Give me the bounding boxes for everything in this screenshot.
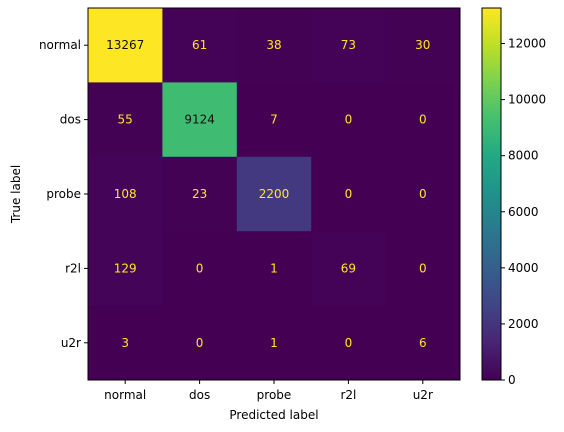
heatmap-cell	[162, 156, 238, 232]
cell-value-label: 61	[192, 38, 207, 52]
y-axis-label: True label	[9, 165, 23, 224]
cell-value-label: 13267	[106, 38, 144, 52]
y-tick-label: probe	[46, 187, 81, 201]
colorbar: 0 2000 4000 6000 8000 10000 12000	[481, 7, 546, 387]
heatmap-cell	[88, 8, 163, 83]
cell-value-label: 73	[341, 38, 356, 52]
y-axis-ticks: normal dos probe r2l u2r	[39, 38, 88, 350]
cell-value-label: 0	[345, 113, 353, 127]
cell-value-label: 7	[270, 113, 278, 127]
heatmap-cell	[385, 231, 461, 307]
colorbar-tick-label: 6000	[508, 205, 539, 219]
y-tick-label: dos	[60, 113, 81, 127]
cell-value-label: 9124	[184, 113, 215, 127]
cell-value-label: 30	[415, 38, 430, 52]
heatmap-cell	[162, 231, 238, 307]
cell-value-label: 1	[270, 261, 278, 275]
y-tick-label: normal	[39, 38, 81, 52]
heatmap-cell	[311, 156, 387, 232]
heatmap-cell	[162, 305, 238, 381]
x-tick-label: probe	[257, 388, 292, 402]
colorbar-tick-label: 2000	[508, 317, 539, 331]
x-tick-label: normal	[104, 388, 146, 402]
heatmap-cell	[385, 156, 461, 232]
x-tick-label: u2r	[413, 388, 433, 402]
cell-value-label: 6	[419, 336, 427, 350]
cell-value-label: 0	[419, 187, 427, 201]
cell-value-label: 0	[345, 336, 353, 350]
cell-value-label: 69	[341, 261, 356, 275]
cell-value-label: 23	[192, 187, 207, 201]
colorbar-tick-label: 8000	[508, 149, 539, 163]
cell-value-label: 108	[114, 187, 137, 201]
heatmap-cell	[236, 305, 312, 381]
heatmap-cell	[311, 231, 387, 307]
colorbar-tick-label: 10000	[508, 93, 546, 107]
heatmap-cell	[88, 231, 163, 307]
colorbar-ticks: 0 2000 4000 6000 8000 10000 12000	[501, 37, 546, 387]
cell-value-label: 0	[419, 261, 427, 275]
heatmap-cell	[88, 305, 163, 381]
cell-value-label: 0	[419, 113, 427, 127]
heatmap-cell	[236, 82, 312, 158]
cell-value-label: 0	[196, 336, 204, 350]
heatmap-cell	[88, 82, 163, 158]
heatmap-cell	[236, 8, 312, 83]
cell-value-label: 129	[114, 261, 137, 275]
heatmap-cell	[385, 305, 461, 381]
heatmap-cells	[88, 8, 461, 381]
cell-value-label: 1	[270, 336, 278, 350]
x-tick-label: dos	[189, 388, 210, 402]
heatmap-cell	[88, 156, 163, 232]
heatmap-cell	[162, 82, 238, 158]
heatmap-cell	[236, 156, 312, 232]
heatmap-cell	[236, 231, 312, 307]
cell-value-label: 3	[121, 336, 129, 350]
y-tick-label: r2l	[65, 261, 81, 275]
x-axis-label: Predicted label	[229, 408, 318, 422]
y-tick-label: u2r	[61, 336, 81, 350]
x-axis-ticks: normal dos probe r2l u2r	[104, 380, 433, 402]
heatmap-cell	[311, 8, 387, 83]
cell-value-label: 38	[266, 38, 281, 52]
cell-value-label: 55	[118, 113, 133, 127]
colorbar-tick-label: 12000	[508, 37, 546, 51]
heatmap-cell	[311, 82, 387, 158]
heatmap-cell	[311, 305, 387, 381]
x-tick-label: r2l	[340, 388, 356, 402]
heatmap-cell	[385, 8, 461, 83]
colorbar-tick-label: 4000	[508, 261, 539, 275]
cell-value-label: 2200	[259, 187, 290, 201]
colorbar-gradient	[481, 7, 502, 381]
heatmap-cell	[385, 82, 461, 158]
cell-value-label: 0	[345, 187, 353, 201]
colorbar-tick-label: 0	[508, 373, 516, 387]
heatmap-cell	[162, 8, 238, 83]
cell-value-label: 0	[196, 261, 204, 275]
